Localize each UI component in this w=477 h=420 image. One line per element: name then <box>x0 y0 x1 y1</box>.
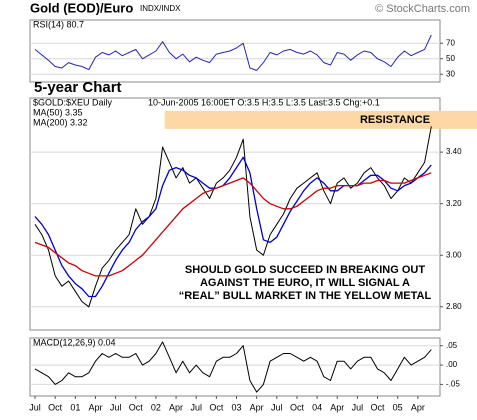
y-tick-label: 2.80 <box>446 302 462 311</box>
resistance-label: RESISTANCE <box>360 114 430 126</box>
x-tick-label: Jul <box>352 402 364 412</box>
series-line <box>34 172 432 277</box>
x-tick-label: Oct <box>290 402 305 412</box>
x-tick-label: Apr <box>169 402 183 412</box>
y-tick-label: 3.40 <box>446 147 462 156</box>
legend-label: MACD(12,26,9) 0.04 <box>33 337 116 347</box>
header: 10-Jun-2005 16:00ET O:3.5 H:3.5 L:3.5 La… <box>148 97 380 107</box>
resistance-band <box>164 110 477 129</box>
series-line <box>34 156 432 298</box>
note-line: “REAL” BULL MARKET IN THE YELLOW METAL <box>179 290 432 302</box>
chart-subtitle: INDX/INDX <box>140 4 181 13</box>
y-tick-label: .00 <box>446 360 458 369</box>
x-tick-label: Jul <box>110 402 122 412</box>
x-tick-label: Jul <box>271 402 283 412</box>
x-tick-label: Oct <box>371 402 386 412</box>
x-tick-label: Oct <box>129 402 144 412</box>
legend-label: MA(200) 3.32 <box>33 117 88 127</box>
x-tick-label: Apr <box>411 402 425 412</box>
legend-label: MA(50) 3.35 <box>33 107 83 117</box>
annotation: 5-year Chart <box>34 79 122 96</box>
series-line <box>34 126 432 308</box>
series-line <box>34 341 432 393</box>
x-tick-label: Oct <box>209 402 224 412</box>
y-tick-label: 70 <box>446 38 455 47</box>
x-tick-label: 04 <box>312 402 322 412</box>
series-line <box>34 34 432 71</box>
y-tick-label: .05 <box>446 341 458 350</box>
y-tick-label: 3.20 <box>446 199 462 208</box>
y-tick-label: 30 <box>446 69 455 78</box>
y-tick-label: 50 <box>446 54 455 63</box>
panel-frame <box>29 337 441 397</box>
source: © StockCharts.com <box>375 3 470 15</box>
x-tick-label: 05 <box>393 402 403 412</box>
x-tick-label: Apr <box>250 402 264 412</box>
x-tick-label: Apr <box>88 402 102 412</box>
x-tick-label: Jul <box>190 402 202 412</box>
y-tick-label: 3.00 <box>446 250 462 259</box>
panel-frame <box>29 19 441 83</box>
x-tick-label: Apr <box>330 402 344 412</box>
note-line: SHOULD GOLD SUCCEED IN BREAKING OUT <box>185 264 425 276</box>
y-tick-label: -.05 <box>446 380 460 389</box>
legend-label: $GOLD:$XEU Daily <box>33 97 113 107</box>
note-line: AGAINST THE EURO, IT WILL SIGNAL A <box>200 277 410 289</box>
x-tick-label: 03 <box>232 402 242 412</box>
x-tick-label: Oct <box>48 402 63 412</box>
chart-title: Gold (EOD)/Euro <box>30 0 133 15</box>
legend-label: RSI(14) 80.7 <box>33 19 84 29</box>
x-tick-label: 02 <box>151 402 161 412</box>
x-tick-label: Jul <box>29 402 41 412</box>
x-tick-label: 01 <box>70 402 80 412</box>
